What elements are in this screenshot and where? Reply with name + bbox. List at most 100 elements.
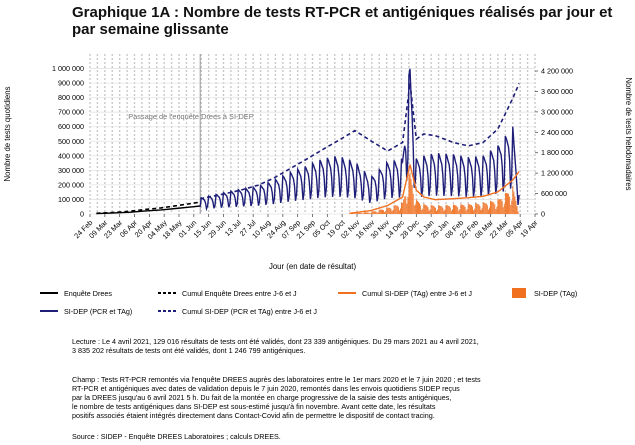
bar-tag-daily: [443, 210, 445, 214]
bar-tag-daily: [396, 205, 398, 214]
bar-tag-daily: [373, 211, 375, 214]
bar-tag-daily: [400, 208, 401, 214]
bar-tag-daily: [502, 207, 504, 214]
bar-tag-daily: [445, 204, 447, 214]
bar-tag-daily: [418, 202, 419, 214]
bar-tag-daily: [364, 212, 365, 214]
bar-tag-daily: [456, 205, 458, 214]
legend-item-cumul-tag: Cumul SI-DEP (TAg) entre J-6 et J: [338, 288, 472, 298]
bar-tag-daily: [394, 205, 396, 214]
bar-tag-daily: [516, 205, 518, 214]
bar-tag-daily: [517, 211, 519, 214]
series-line-cumul-si-dep-pcr-et-tag-entre-j-6-et-j: [200, 82, 520, 200]
bar-tag-daily: [427, 207, 429, 214]
bar-tag-daily: [374, 211, 376, 214]
bar-tag-daily: [437, 209, 439, 214]
bar-tag-daily: [465, 210, 467, 214]
bar-tag-daily: [495, 209, 497, 214]
bar-tag-daily: [438, 205, 440, 214]
bar-tag-daily: [382, 209, 383, 214]
bar-tag-daily: [365, 212, 366, 214]
legend-label: SI-DEP (PCR et TAg): [64, 306, 133, 316]
bar-tag-daily: [505, 193, 507, 214]
y-right-tick-label: 4 200 000: [541, 67, 573, 76]
bar-tag-daily: [361, 213, 363, 214]
bar-tag-daily: [466, 208, 468, 214]
bar-tag-daily: [432, 205, 434, 214]
series-line-cumul-enqu-te-drees-entre-j-6-et-j: [96, 201, 201, 215]
y-left-tick-label: 0: [80, 210, 84, 219]
bar-tag-daily: [401, 202, 402, 214]
bar-tag-daily: [357, 212, 359, 214]
bar-tag-daily: [353, 213, 355, 214]
bar-tag-daily: [402, 202, 404, 214]
bar-tag-daily: [424, 204, 426, 214]
y-right-tick-label: 2 400 000: [541, 128, 573, 137]
bar-tag-daily: [462, 205, 464, 214]
bar-tag-daily: [384, 211, 386, 214]
note-line: par la DREES jusqu'au 6 avril 2021 5 h. …: [72, 393, 452, 402]
bar-tag-daily: [356, 212, 358, 214]
bar-tag-daily: [372, 211, 374, 214]
note-line: 3 835 202 résultats de tests ont été val…: [72, 346, 306, 355]
bar-tag-daily: [411, 185, 413, 214]
bar-tag-daily: [493, 202, 495, 214]
bar-tag-daily: [478, 204, 480, 214]
legend-key-solid-black: [40, 288, 58, 298]
bar-tag-daily: [483, 202, 485, 214]
bar-tag-daily: [460, 204, 462, 214]
bar-tag-daily: [403, 199, 405, 214]
bar-tag-daily: [480, 210, 482, 214]
y-left-tick-label: 700 000: [58, 108, 84, 117]
bar-tag-daily: [474, 208, 476, 214]
bar-tag-daily: [449, 207, 451, 214]
bar-tag-daily: [433, 206, 435, 214]
bar-tag-daily: [366, 212, 368, 214]
bar-tag-daily: [497, 199, 499, 214]
bar-tag-daily: [481, 208, 483, 214]
bar-tag-daily: [479, 206, 481, 214]
bar-tag-daily: [477, 203, 479, 214]
bar-tag-daily: [376, 212, 378, 214]
bar-tag-daily: [423, 203, 425, 214]
bar-tag-daily: [455, 205, 457, 214]
series-line-si-dep-pcr-et-tag-: [199, 68, 520, 212]
bar-tag-daily: [453, 204, 454, 214]
bar-tag-daily: [467, 203, 469, 214]
bar-tag-daily: [454, 204, 455, 214]
bar-tag-daily: [362, 213, 364, 214]
bar-tag-daily: [494, 204, 496, 214]
chart: Passage de l'enquête Drees à SI-DEP 0 100 …: [3, 54, 633, 271]
bar-tag-daily: [503, 203, 505, 214]
bar-tag-daily: [507, 193, 508, 214]
bar-tag-daily: [496, 206, 498, 214]
note-champ: Champ : Tests RT-PCR remontés via l'enqu…: [72, 375, 592, 420]
y-left-tick-label: 100 000: [58, 195, 84, 204]
bar-tag-daily: [367, 212, 369, 214]
y-left-tick-label: 200 000: [58, 180, 84, 189]
bar-tag-daily: [450, 210, 452, 214]
bar-tag-daily: [508, 193, 510, 214]
bar-tag-daily: [379, 209, 381, 214]
bar-tag-daily: [405, 196, 407, 214]
bar-tag-daily: [448, 206, 450, 214]
bar-tag-daily: [407, 196, 409, 214]
legend-item-sidep-pcr-tag: SI-DEP (PCR et TAg): [40, 306, 132, 316]
legend-key-solid-orange: [338, 288, 356, 298]
legend-item-cumul-sidep: Cumul SI-DEP (PCR et TAg) entre J-6 et J: [158, 306, 317, 316]
bar-tag-daily: [464, 206, 466, 214]
bar-tag-daily: [451, 209, 453, 214]
bar-tag-daily: [473, 210, 475, 214]
bar-tag-daily: [415, 199, 417, 214]
bar-tag-daily: [419, 203, 421, 214]
bar-tag-daily: [426, 205, 428, 214]
note-line: le nombre de tests antigéniques dans SI-…: [72, 402, 436, 411]
bar-tag-daily: [371, 211, 373, 214]
bar-tag-daily: [482, 202, 484, 214]
bar-tag-daily: [469, 204, 471, 214]
bar-tag-daily: [446, 205, 448, 214]
bar-tag-daily: [499, 199, 501, 214]
y-right-tick-label: 3 600 000: [541, 87, 573, 96]
bar-tag-daily: [458, 210, 460, 214]
bar-tag-daily: [375, 211, 377, 214]
